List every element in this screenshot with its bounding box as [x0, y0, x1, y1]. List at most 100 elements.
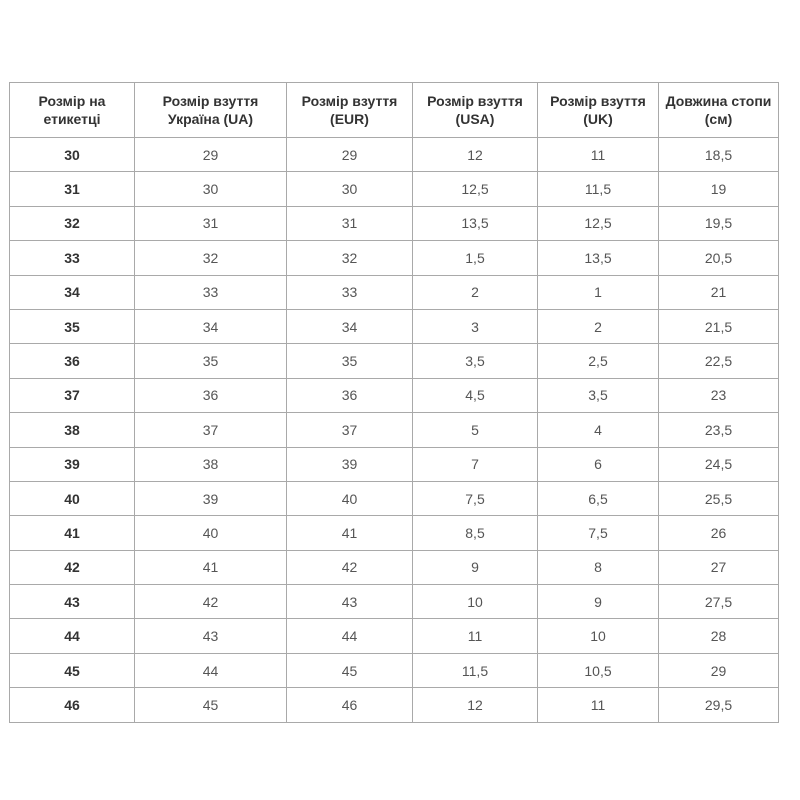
- table-cell: 29: [134, 136, 287, 173]
- table-cell: 30: [9, 136, 135, 173]
- table-cell: 45: [134, 687, 287, 723]
- table-cell: 38: [134, 446, 287, 482]
- table-cell: 41: [134, 549, 287, 586]
- table-cell: 33: [134, 274, 287, 310]
- table-row: 39 38 39 7 6 24,5: [9, 446, 779, 482]
- table-cell: 8,5: [412, 515, 538, 551]
- size-chart-table: Розмір на етикетці Розмір взуття Україна …: [9, 82, 779, 723]
- table-cell: 39: [286, 446, 413, 482]
- table-cell: 12: [412, 136, 538, 173]
- table-cell: 34: [134, 308, 287, 345]
- table-cell: 39: [9, 446, 135, 482]
- table-cell: 24,5: [658, 446, 779, 482]
- table-cell: 3,5: [537, 377, 659, 414]
- table-cell: 40: [9, 480, 135, 517]
- column-header: Розмір взуття (USA): [412, 82, 538, 138]
- table-cell: 22,5: [658, 343, 779, 379]
- table-cell: 45: [9, 652, 135, 689]
- table-cell: 26: [658, 515, 779, 551]
- table-row: 36 35 35 3,5 2,5 22,5: [9, 343, 779, 379]
- table-cell: 23,5: [658, 412, 779, 448]
- column-header: Розмір на етикетці: [9, 82, 135, 138]
- table-cell: 46: [9, 687, 135, 723]
- table-cell: 11,5: [412, 652, 538, 689]
- table-cell: 12,5: [412, 171, 538, 207]
- table-cell: 39: [134, 480, 287, 517]
- table-cell: 32: [286, 240, 413, 276]
- table-cell: 44: [134, 652, 287, 689]
- table-cell: 38: [9, 412, 135, 448]
- table-cell: 37: [9, 377, 135, 414]
- table-cell: 3,5: [412, 343, 538, 379]
- table-cell: 2: [412, 274, 538, 310]
- table-cell: 43: [286, 584, 413, 620]
- table-cell: 42: [134, 584, 287, 620]
- column-header: Довжина стопи (см): [658, 82, 779, 138]
- table-cell: 7: [412, 446, 538, 482]
- table-cell: 6: [537, 446, 659, 482]
- table-cell: 29: [286, 136, 413, 173]
- table-cell: 2,5: [537, 343, 659, 379]
- table-cell: 20,5: [658, 240, 779, 276]
- table-cell: 37: [134, 412, 287, 448]
- column-header: Розмір взуття (UK): [537, 82, 659, 138]
- table-cell: 13,5: [412, 205, 538, 242]
- table-cell: 25,5: [658, 480, 779, 517]
- column-header: Розмір взуття Україна (UA): [134, 82, 287, 138]
- table-cell: 18,5: [658, 136, 779, 173]
- table-cell: 1,5: [412, 240, 538, 276]
- table-cell: 9: [537, 584, 659, 620]
- table-cell: 19,5: [658, 205, 779, 242]
- table-row: 41 40 41 8,5 7,5 26: [9, 515, 779, 551]
- table-cell: 29,5: [658, 687, 779, 723]
- table-cell: 45: [286, 652, 413, 689]
- table-cell: 21,5: [658, 308, 779, 345]
- table-cell: 7,5: [412, 480, 538, 517]
- table-row: 38 37 37 5 4 23,5: [9, 412, 779, 448]
- table-cell: 42: [9, 549, 135, 586]
- table-cell: 10: [412, 584, 538, 620]
- table-cell: 1: [537, 274, 659, 310]
- table-cell: 36: [9, 343, 135, 379]
- table-cell: 12: [412, 687, 538, 723]
- table-cell: 41: [9, 515, 135, 551]
- table-cell: 33: [9, 240, 135, 276]
- table-row: 40 39 40 7,5 6,5 25,5: [9, 480, 779, 517]
- table-cell: 11: [537, 136, 659, 173]
- table-row: 46 45 46 12 11 29,5: [9, 687, 779, 723]
- table-cell: 6,5: [537, 480, 659, 517]
- table-cell: 30: [286, 171, 413, 207]
- table-cell: 40: [286, 480, 413, 517]
- table-cell: 34: [286, 308, 413, 345]
- table-cell: 31: [134, 205, 287, 242]
- column-header: Розмір взуття (EUR): [286, 82, 413, 138]
- table-cell: 36: [134, 377, 287, 414]
- table-cell: 23: [658, 377, 779, 414]
- table-cell: 27: [658, 549, 779, 586]
- table-row: 33 32 32 1,5 13,5 20,5: [9, 240, 779, 276]
- table-row: 42 41 42 9 8 27: [9, 549, 779, 586]
- table-cell: 41: [286, 515, 413, 551]
- table-cell: 44: [9, 618, 135, 654]
- header-row: Розмір на етикетці Розмір взуття Україна …: [9, 82, 779, 138]
- table-cell: 19: [658, 171, 779, 207]
- table-row: 35 34 34 3 2 21,5: [9, 308, 779, 345]
- table-cell: 4: [537, 412, 659, 448]
- table-cell: 8: [537, 549, 659, 586]
- table-cell: 11: [412, 618, 538, 654]
- table-row: 31 30 30 12,5 11,5 19: [9, 171, 779, 207]
- table-cell: 37: [286, 412, 413, 448]
- table-cell: 5: [412, 412, 538, 448]
- table-cell: 33: [286, 274, 413, 310]
- table-cell: 36: [286, 377, 413, 414]
- table-cell: 21: [658, 274, 779, 310]
- table-cell: 42: [286, 549, 413, 586]
- table-cell: 44: [286, 618, 413, 654]
- table-cell: 32: [134, 240, 287, 276]
- table-cell: 13,5: [537, 240, 659, 276]
- table-cell: 30: [134, 171, 287, 207]
- table-cell: 11,5: [537, 171, 659, 207]
- table-cell: 11: [537, 687, 659, 723]
- table-row: 37 36 36 4,5 3,5 23: [9, 377, 779, 414]
- table-cell: 43: [134, 618, 287, 654]
